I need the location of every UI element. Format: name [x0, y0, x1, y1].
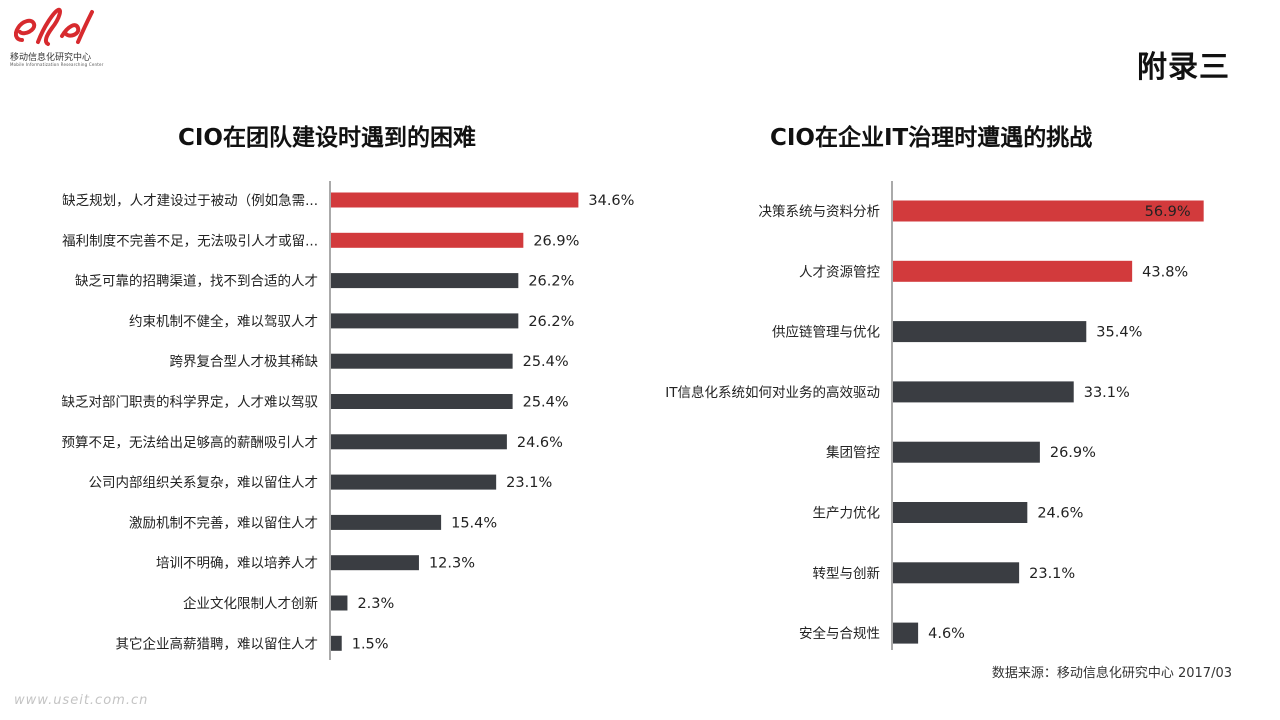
category-label-1-3: IT信息化系统如何对业务的高效驱动	[665, 384, 880, 401]
bar-1-7	[893, 622, 919, 644]
data-label-1-5: 24.6%	[1037, 506, 1083, 522]
data-label-0-0: 34.6%	[588, 193, 634, 209]
bar-1-3	[893, 381, 1074, 403]
category-label-0-8: 激励机制不完善，难以留住人才	[129, 515, 318, 531]
data-label-0-1: 26.9%	[533, 233, 579, 249]
logo-text-cn: 移动信息化研究中心	[10, 53, 92, 63]
data-source-note: 数据来源：移动信息化研究中心 2017/03	[991, 666, 1232, 681]
left-chart-title: CIO在团队建设时遇到的困难	[178, 125, 476, 151]
data-label-0-8: 15.4%	[451, 515, 497, 531]
category-label-0-3: 约束机制不健全，难以驾驭人才	[129, 313, 318, 330]
data-label-1-2: 35.4%	[1096, 325, 1142, 341]
data-label-0-11: 1.5%	[352, 636, 389, 652]
watermark-text: www.useit.com.cn	[14, 693, 149, 708]
category-label-1-1: 人才资源管控	[799, 264, 880, 280]
category-label-0-10: 企业文化限制人才创新	[183, 595, 318, 612]
data-label-0-2: 26.2%	[528, 274, 574, 290]
bar-0-2	[331, 273, 519, 289]
bar-1-0	[893, 200, 1204, 222]
category-label-0-5: 缺乏对部门职责的科学界定，人才难以驾驭	[62, 395, 319, 411]
data-label-0-7: 23.1%	[506, 475, 552, 491]
bar-0-0	[331, 192, 579, 208]
bar-0-10	[331, 595, 348, 611]
data-label-0-9: 12.3%	[429, 556, 475, 572]
category-label-1-5: 生产力优化	[813, 506, 881, 522]
data-label-1-3: 33.1%	[1084, 385, 1130, 401]
category-label-0-2: 缺乏可靠的招聘渠道，找不到合适的人才	[75, 274, 318, 290]
category-label-1-4: 集团管控	[826, 445, 880, 461]
category-label-0-4: 跨界复合型人才极其稀缺	[170, 353, 319, 370]
page-title: 附录三	[1137, 50, 1230, 85]
data-label-0-6: 24.6%	[517, 435, 563, 451]
bar-0-7	[331, 474, 497, 490]
logo-text-en: Mobile Informatization Researching Cente…	[10, 62, 104, 67]
data-label-1-7: 4.6%	[928, 626, 965, 642]
bar-0-9	[331, 555, 419, 571]
brand-logo: 移动信息化研究中心 Mobile Informatization Researc…	[10, 6, 120, 68]
data-label-1-4: 26.9%	[1050, 445, 1096, 461]
logo-mark-icon	[14, 7, 94, 46]
bar-0-5	[331, 394, 513, 409]
category-label-0-11: 其它企业高薪猎聘，难以留住人才	[116, 635, 319, 652]
bar-1-4	[893, 441, 1040, 463]
right-chart-title: CIO在企业IT治理时遭遇的挑战	[770, 125, 1093, 151]
bar-0-6	[331, 434, 507, 450]
bar-1-6	[893, 562, 1020, 584]
category-label-1-6: 转型与创新	[813, 566, 881, 582]
bar-0-1	[331, 232, 524, 248]
bar-1-5	[893, 502, 1028, 523]
category-label-1-2: 供应链管理与优化	[772, 324, 880, 341]
data-label-0-10: 2.3%	[357, 596, 394, 612]
category-label-0-6: 预算不足，无法给出足够高的薪酬吸引人才	[62, 434, 319, 451]
data-label-0-5: 25.4%	[523, 395, 569, 411]
bar-0-11	[331, 635, 342, 651]
bar-0-4	[331, 353, 513, 369]
bar-0-8	[331, 514, 442, 530]
category-label-0-1: 福利制度不完善不足，无法吸引人才或留...	[62, 233, 318, 249]
bar-1-2	[893, 321, 1087, 343]
bar-0-3	[331, 313, 519, 329]
category-label-0-7: 公司内部组织关系复杂，难以留住人才	[89, 474, 319, 491]
data-label-1-1: 43.8%	[1142, 264, 1188, 280]
data-label-1-0: 56.9%	[1145, 204, 1191, 220]
data-label-0-3: 26.2%	[528, 314, 574, 330]
category-label-0-0: 缺乏规划，人才建设过于被动（例如急需...	[62, 193, 318, 209]
bar-1-1	[893, 260, 1133, 282]
category-label-1-7: 安全与合规性	[799, 625, 880, 642]
data-label-1-6: 23.1%	[1029, 566, 1075, 582]
category-label-0-9: 培训不明确，难以培养人才	[156, 556, 318, 572]
category-label-1-0: 决策系统与资料分析	[759, 203, 881, 220]
data-label-0-4: 25.4%	[523, 354, 569, 370]
